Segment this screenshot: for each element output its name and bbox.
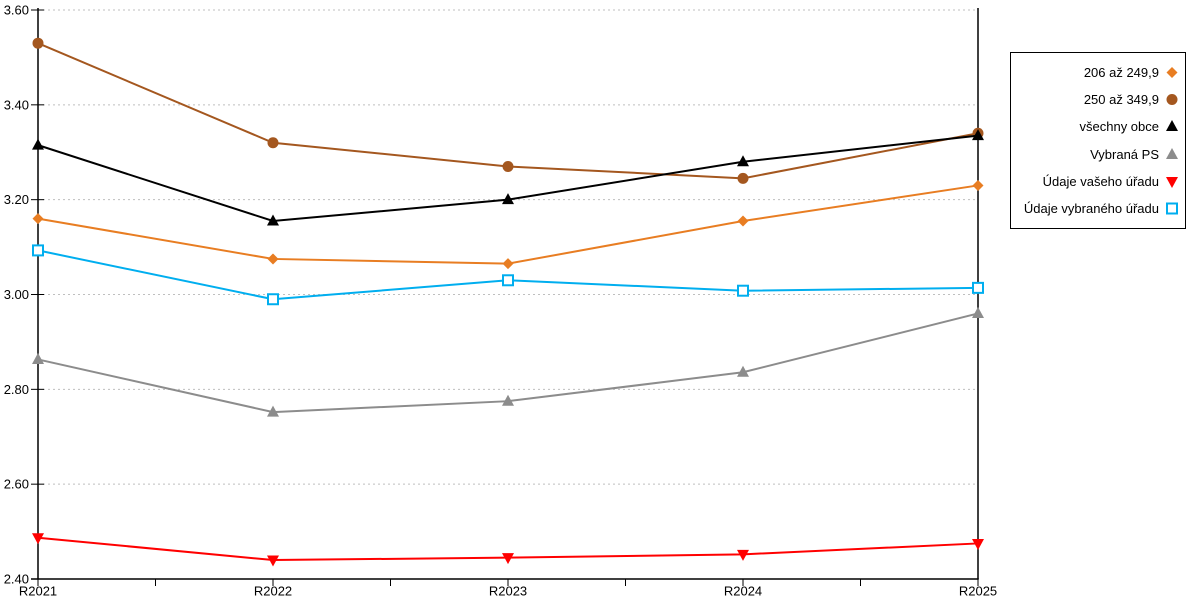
data-point-series1-R2023: [502, 160, 514, 172]
triangle-up-legend-icon: [1166, 120, 1178, 132]
legend: 206 až 249,9 250 až 349,9 všechny obce Vybr…: [1010, 52, 1186, 229]
triangle-down-legend-marker: [1166, 177, 1178, 189]
data-point-series3-R2021: [32, 352, 44, 364]
y-tick-label: 2.40: [4, 572, 29, 587]
triangle-down-legend-icon: [1166, 177, 1178, 189]
data-point-series2-R2024: [737, 155, 749, 167]
data-point-series2-R2022: [267, 214, 279, 226]
data-point-series4-R2024: [737, 549, 749, 561]
x-tick-label: R2025: [959, 584, 997, 599]
square-open-legend-marker: [1166, 202, 1178, 215]
data-point-series3-R2023: [502, 394, 514, 406]
circle-legend-icon: [1166, 93, 1178, 105]
data-point-series2-R2023: [502, 193, 514, 205]
triangle-up-legend-marker: [1166, 147, 1178, 159]
data-point-series2-R2025: [972, 129, 984, 141]
diamond-legend-marker: [1166, 66, 1178, 78]
y-tick-label: 3.60: [4, 3, 29, 18]
diamond-legend-icon: [1166, 66, 1178, 78]
legend-label: všechny obce: [1079, 119, 1160, 135]
data-point-series0-R2023: [502, 258, 514, 270]
x-tick-label: R2021: [19, 584, 57, 599]
data-point-series2-R2021: [32, 138, 44, 150]
legend-item: 250 až 349,9: [1015, 87, 1180, 111]
series-line-2: [37, 134, 979, 223]
legend-label: Vybraná PS: [1090, 146, 1159, 162]
data-point-series1-R2024: [737, 172, 749, 184]
legend-item: 206 až 249,9: [1015, 60, 1180, 84]
data-point-series5-R2024: [737, 284, 749, 297]
data-point-series4-R2022: [267, 555, 279, 567]
data-point-series0-R2025: [972, 179, 984, 191]
square-open-legend-icon: [1166, 202, 1178, 215]
data-point-series4-R2021: [32, 533, 44, 545]
data-point-series5-R2022: [267, 293, 279, 306]
x-tick-label: R2024: [724, 584, 762, 599]
data-point-series1-R2021: [32, 37, 44, 49]
data-point-series0-R2021: [32, 213, 44, 225]
x-tick-label: R2022: [254, 584, 292, 599]
triangle-up-legend-icon: [1166, 147, 1178, 159]
x-tick-label: R2023: [489, 584, 527, 599]
data-point-series3-R2022: [267, 405, 279, 417]
y-tick-label: 3.20: [4, 192, 29, 207]
data-point-series3-R2025: [972, 306, 984, 318]
legend-label: Údaje vybraného úřadu: [1023, 201, 1159, 217]
legend-label: 206 až 249,9: [1083, 64, 1159, 80]
circle-legend-marker: [1166, 93, 1178, 105]
data-point-series1-R2022: [267, 137, 279, 149]
data-point-series4-R2025: [972, 538, 984, 550]
y-tick-label: 2.80: [4, 382, 29, 397]
data-point-series0-R2022: [267, 253, 279, 265]
legend-label: Údaje vašeho úřadu: [1042, 174, 1159, 190]
y-tick-label: 3.40: [4, 97, 29, 112]
legend-label: 250 až 349,9: [1083, 91, 1159, 107]
legend-item: všechny obce: [1015, 115, 1180, 139]
y-tick-label: 2.60: [4, 477, 29, 492]
data-point-series5-R2021: [32, 244, 44, 257]
data-point-series5-R2023: [502, 274, 514, 287]
data-point-series3-R2024: [737, 365, 749, 377]
series-line-1: [37, 42, 979, 180]
data-point-series0-R2024: [737, 215, 749, 227]
data-point-series4-R2023: [502, 553, 514, 565]
legend-item: Údaje vybraného úřadu: [1015, 197, 1180, 221]
legend-item: Vybraná PS: [1015, 142, 1180, 166]
y-tick-label: 3.00: [4, 287, 29, 302]
triangle-up-legend-marker: [1166, 120, 1178, 132]
legend-item: Údaje vašeho úřadu: [1015, 170, 1180, 194]
data-point-series5-R2025: [972, 281, 984, 294]
